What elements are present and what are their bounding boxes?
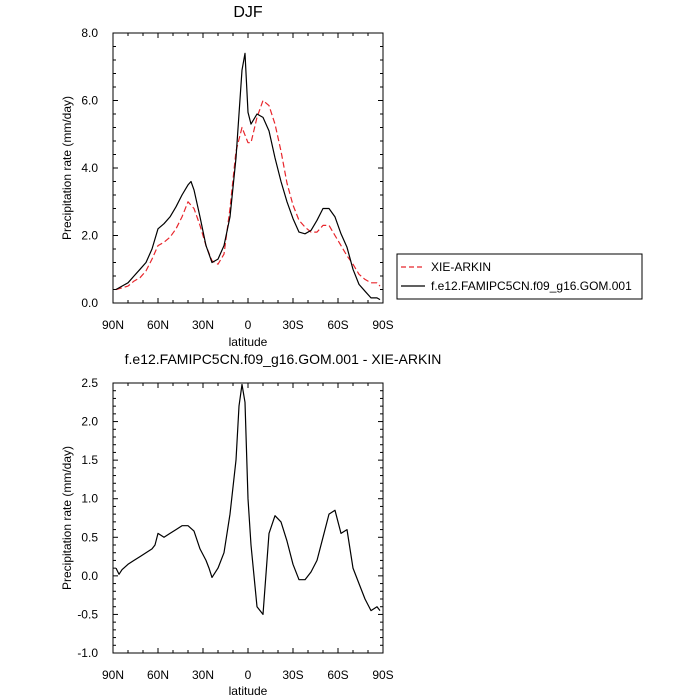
top-chart-y-tick-label: 4.0 — [81, 161, 98, 175]
bottom-chart-x-tick-label: 30S — [282, 668, 303, 682]
top-chart-series-line-1 — [115, 52, 381, 301]
bottom-chart-y-tick-label: 1.0 — [81, 492, 98, 506]
bottom-chart-y-axis-label: Precipitation rate (mm/day) — [60, 446, 74, 590]
top-chart-y-tick-label: 6.0 — [81, 94, 98, 108]
top-chart-y-tick-label: 2.0 — [81, 229, 98, 243]
top-chart-x-tick-label: 0 — [245, 318, 252, 332]
top-chart-ticks: 90N 60N 30N 0 30S 60S 90S 0.0 2.0 4.0 6.0 8.0 — [81, 26, 393, 332]
bottom-chart-series-line-0 — [115, 383, 381, 615]
top-chart-series — [115, 52, 381, 301]
top-chart-frame — [112, 32, 384, 304]
bottom-chart-y-tick-label: -0.5 — [77, 607, 98, 621]
bottom-chart-title: f.e12.FAMIPC5CN.f09_g16.GOM.001 - XIE-AR… — [125, 351, 442, 367]
bottom-chart-y-tick-label: 0.0 — [81, 569, 98, 583]
top-chart-x-tick-label: 30N — [192, 318, 214, 332]
top-chart-y-axis-label: Precipitation rate (mm/day) — [60, 96, 74, 240]
bottom-chart-frame — [112, 382, 384, 654]
bottom-chart-y-tick-label: 2.5 — [81, 376, 98, 390]
top-chart-series-line-0 — [115, 99, 381, 291]
bottom-chart-x-tick-label: 60N — [147, 668, 169, 682]
top-chart-legend: XIE-ARKIN f.e12.FAMIPC5CN.f09_g16.GOM.00… — [396, 253, 643, 300]
top-chart-x-tick-label: 90S — [372, 318, 393, 332]
bottom-chart-x-tick-label: 60S — [327, 668, 348, 682]
bottom-chart-y-tick-label: 1.5 — [81, 453, 98, 467]
legend-label-xie-arkin: XIE-ARKIN — [431, 260, 491, 274]
bottom-chart-ticks: 90N 60N 30N 0 30S 60S 90S -1.0 -0.5 0.0 0.5 1.0 1.5 2… — [77, 376, 393, 682]
legend-label-model: f.e12.FAMIPC5CN.f09_g16.GOM.001 — [431, 279, 632, 293]
bottom-chart-y-tick-label: -1.0 — [77, 646, 98, 660]
top-chart-x-tick-label: 90N — [102, 318, 124, 332]
top-chart: DJF 90N 60N 30N 0 30S 60S 90S 0.0 2.0 4.0 6.0 8.0 l… — [60, 4, 643, 349]
bottom-chart-y-tick-label: 0.5 — [81, 530, 98, 544]
top-chart-x-tick-label: 60N — [147, 318, 169, 332]
bottom-chart-x-tick-label: 30N — [192, 668, 214, 682]
top-chart-x-tick-label: 60S — [327, 318, 348, 332]
top-chart-y-tick-label: 0.0 — [81, 296, 98, 310]
top-chart-x-tick-label: 30S — [282, 318, 303, 332]
legend-box — [396, 253, 643, 300]
top-chart-title: DJF — [233, 4, 263, 21]
bottom-chart-x-tick-label: 90S — [372, 668, 393, 682]
top-chart-x-axis-label: latitude — [229, 335, 268, 349]
bottom-chart-series — [115, 383, 381, 615]
bottom-chart-x-tick-label: 90N — [102, 668, 124, 682]
bottom-chart: f.e12.FAMIPC5CN.f09_g16.GOM.001 - XIE-AR… — [60, 351, 441, 698]
top-chart-y-tick-label: 8.0 — [81, 26, 98, 40]
bottom-chart-x-axis-label: latitude — [229, 684, 268, 698]
bottom-chart-y-tick-label: 2.0 — [81, 415, 98, 429]
bottom-chart-x-tick-label: 0 — [245, 668, 252, 682]
